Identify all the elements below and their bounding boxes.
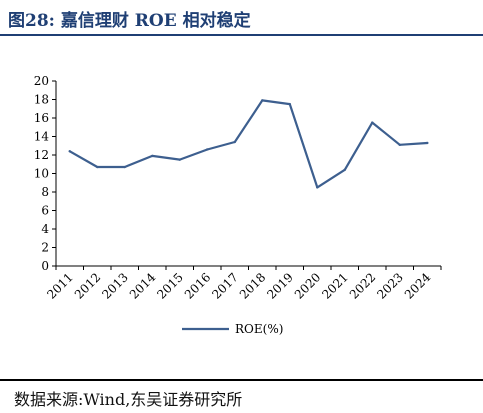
x-tick-label: 2016 — [182, 270, 213, 301]
data-point — [398, 143, 401, 147]
x-tick-label: 2012 — [72, 270, 103, 301]
x-tick-label: 2020 — [292, 270, 323, 301]
data-point — [288, 102, 291, 106]
source-note: 数据来源:Wind,东吴证券研究所 — [14, 390, 243, 409]
y-tick-label: 6 — [41, 204, 49, 218]
data-point — [206, 148, 209, 151]
y-tick-label: 20 — [34, 74, 49, 88]
y-tick-label: 10 — [34, 167, 49, 181]
data-point — [96, 165, 99, 169]
y-tick-label: 18 — [34, 93, 49, 107]
data-point — [261, 99, 264, 102]
x-tick-label: 2024 — [402, 270, 434, 302]
series-line-roe — [68, 99, 429, 189]
y-tick-label: 14 — [34, 130, 50, 144]
legend: ROE(%) — [182, 322, 283, 336]
x-tick-label: 2023 — [374, 270, 405, 301]
y-tick-label: 12 — [34, 148, 49, 162]
x-tick-label: 2017 — [209, 270, 240, 301]
title-rule — [0, 34, 483, 36]
y-tick-label: 16 — [34, 111, 49, 125]
data-point — [426, 141, 429, 145]
y-tick-label: 8 — [41, 185, 49, 199]
data-point — [178, 158, 181, 161]
data-point — [316, 186, 319, 189]
data-point — [123, 165, 126, 169]
legend-label: ROE(%) — [235, 322, 283, 336]
x-tick-label: 2011 — [44, 270, 75, 301]
x-tick-label: 2018 — [237, 270, 268, 301]
y-tick-label: 4 — [41, 222, 49, 236]
x-tick-label: 2013 — [99, 270, 130, 301]
data-point — [343, 168, 346, 171]
source-rule — [0, 379, 483, 381]
y-tick-label: 0 — [41, 259, 49, 273]
x-tick-label: 2022 — [347, 270, 378, 301]
data-point — [151, 154, 154, 158]
x-tick-label: 2021 — [319, 270, 350, 301]
data-point — [371, 121, 374, 124]
y-tick-label: 2 — [41, 241, 49, 255]
y-axis: 0 2 4 6 8 10 12 14 16 18 20 — [34, 74, 57, 273]
x-tick-label: 2015 — [154, 270, 185, 301]
figure-title: 图28: 嘉信理财 ROE 相对稳定 — [8, 11, 251, 31]
series-group — [68, 99, 429, 189]
data-point — [233, 140, 236, 144]
x-tick-label: 2019 — [264, 270, 295, 301]
x-axis: 2011201220132014201520162017201820192020… — [44, 265, 442, 302]
data-point — [68, 150, 71, 153]
x-tick-label: 2014 — [127, 270, 159, 302]
